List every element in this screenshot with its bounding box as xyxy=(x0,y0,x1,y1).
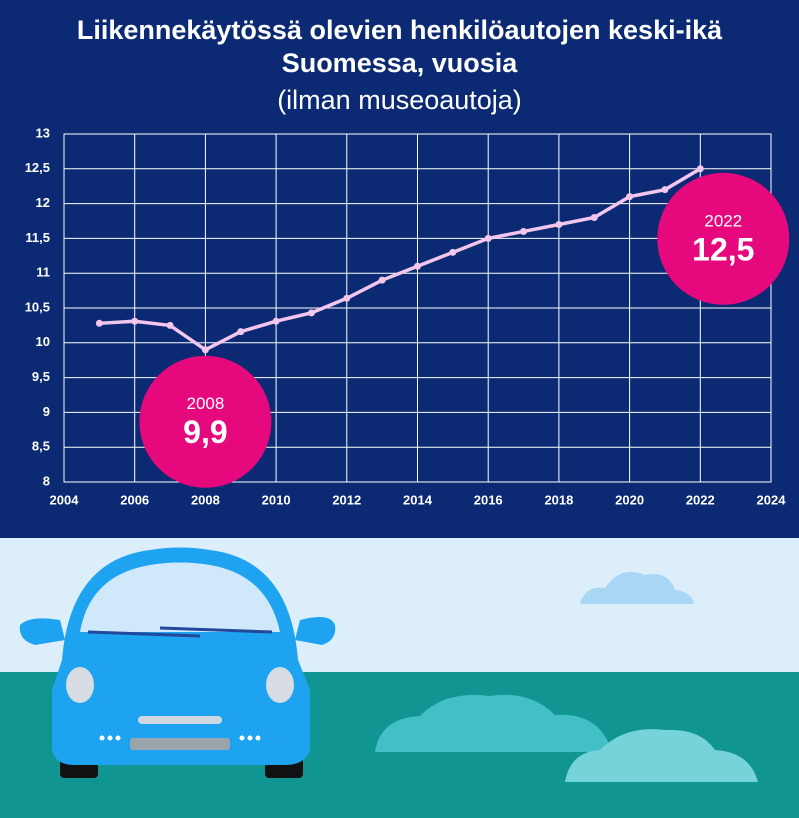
point xyxy=(95,319,103,327)
point xyxy=(520,227,528,235)
y-tick-label: 9 xyxy=(43,404,50,419)
y-tick-label: 10 xyxy=(36,334,50,349)
chart-title: Liikennekäytössä olevien henkilöautojen … xyxy=(76,15,723,78)
point xyxy=(378,276,386,284)
x-tick-label: 2006 xyxy=(120,492,149,507)
x-tick-label: 2008 xyxy=(191,492,220,507)
x-tick-label: 2010 xyxy=(262,492,291,507)
point xyxy=(166,321,174,329)
y-tick-label: 8,5 xyxy=(32,439,50,454)
y-tick-label: 8 xyxy=(43,473,50,488)
x-tick-label: 2004 xyxy=(50,492,80,507)
y-tick-label: 10,5 xyxy=(25,299,50,314)
point xyxy=(272,317,280,325)
line xyxy=(99,167,702,352)
y-tick-label: 9,5 xyxy=(32,369,50,384)
y-tick-label: 11,5 xyxy=(25,230,50,245)
y-tick-label: 12,5 xyxy=(25,160,50,175)
x-tick-label: 2024 xyxy=(757,492,787,507)
highlight-year: 2008 xyxy=(186,394,224,413)
point xyxy=(414,262,421,270)
point xyxy=(590,214,598,222)
x-tick-label: 2016 xyxy=(474,492,503,507)
point xyxy=(201,346,209,354)
point xyxy=(555,220,563,228)
point xyxy=(237,328,245,336)
y-tick-label: 12 xyxy=(36,195,50,210)
x-tick-label: 2022 xyxy=(686,492,715,507)
illustration xyxy=(0,538,799,818)
point xyxy=(696,165,704,173)
point xyxy=(661,186,669,194)
highlight-value: 12,5 xyxy=(692,231,754,267)
chart-subtitle: (ilman museoautoja) xyxy=(277,85,522,115)
point xyxy=(449,248,457,256)
x-tick-label: 2014 xyxy=(403,492,433,507)
x-tick-label: 2012 xyxy=(332,492,361,507)
x-tick-label: 2018 xyxy=(544,492,573,507)
point xyxy=(307,309,315,317)
point xyxy=(343,294,351,302)
point xyxy=(484,234,492,242)
highlight-year: 2022 xyxy=(704,211,742,230)
highlight-bubble xyxy=(139,355,272,488)
x-tick-label: 2020 xyxy=(615,492,644,507)
y-tick-label: 11 xyxy=(36,265,50,280)
highlight-bubble xyxy=(657,172,790,305)
point xyxy=(131,317,139,325)
highlight-value: 9,9 xyxy=(183,414,227,450)
point xyxy=(626,193,634,201)
y-tick-label: 13 xyxy=(36,125,50,140)
